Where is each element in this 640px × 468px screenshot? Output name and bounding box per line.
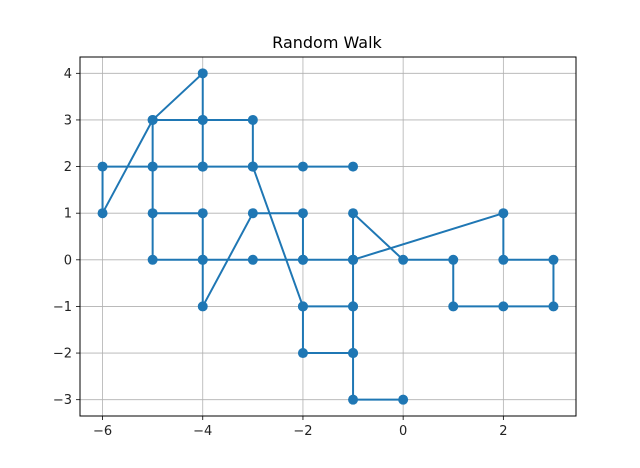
walk-point	[348, 348, 359, 359]
walk-point	[297, 208, 308, 219]
walk-point	[97, 208, 108, 219]
x-tick-label: 0	[399, 424, 407, 439]
walk-point	[197, 114, 208, 125]
walk-point	[297, 348, 308, 359]
x-tick-label: −6	[93, 424, 112, 439]
y-tick-label: 1	[64, 207, 72, 222]
walk-point	[247, 161, 258, 172]
chart-title: Random Walk	[272, 33, 382, 52]
walk-line	[101, 72, 555, 401]
walk-point	[147, 161, 158, 172]
y-tick-label: −2	[53, 347, 72, 362]
walk-point	[548, 254, 559, 265]
walk-point	[348, 394, 359, 405]
walk-point	[197, 161, 208, 172]
grid-lines	[80, 57, 576, 416]
y-tick-label: 0	[64, 253, 72, 268]
y-tick-label: 2	[64, 160, 72, 175]
x-tick-label: 2	[499, 424, 507, 439]
walk-point	[398, 254, 409, 265]
x-tick-label: −2	[293, 424, 312, 439]
walk-point	[197, 68, 208, 79]
walk-point	[147, 208, 158, 219]
walk-point	[147, 114, 158, 125]
walk-point	[297, 301, 308, 312]
plot-frame	[79, 56, 577, 417]
walk-point	[348, 208, 359, 219]
walk-point	[348, 161, 359, 172]
y-tick-label: 3	[64, 113, 72, 128]
walk-point	[197, 301, 208, 312]
walk-point	[247, 208, 258, 219]
walk-point	[448, 301, 459, 312]
walk-point	[548, 301, 559, 312]
x-axis: −6 −4 −2 0 2	[93, 416, 507, 439]
walk-point	[498, 208, 509, 219]
walk-point	[398, 394, 409, 405]
y-tick-label: 4	[64, 67, 72, 82]
walk-series	[97, 68, 559, 405]
walk-point	[348, 254, 359, 265]
x-tick-label: −4	[193, 424, 212, 439]
walk-point	[147, 254, 158, 265]
walk-point	[197, 254, 208, 265]
walk-point	[498, 301, 509, 312]
y-tick-label: −1	[53, 300, 72, 315]
walk-point	[297, 254, 308, 265]
walk-point	[97, 161, 108, 172]
walk-point	[197, 208, 208, 219]
walk-point	[448, 254, 459, 265]
walk-point	[247, 254, 258, 265]
y-axis: −3 −2 −1 0 1 2 3 4	[53, 67, 80, 408]
walk-point	[297, 161, 308, 172]
walk-point	[348, 301, 359, 312]
walk-point	[247, 114, 258, 125]
y-tick-label: −3	[53, 393, 72, 408]
walk-point	[498, 254, 509, 265]
